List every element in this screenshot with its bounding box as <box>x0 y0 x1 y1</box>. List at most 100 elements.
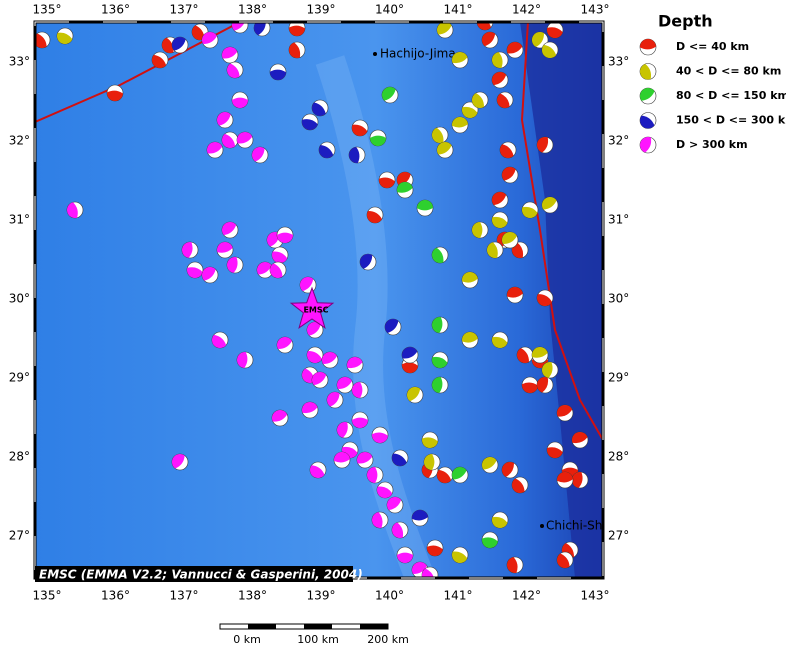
beachball <box>318 141 336 159</box>
ball-quadrant <box>507 41 523 54</box>
beachball <box>231 91 249 109</box>
ball-quadrant <box>640 137 652 153</box>
lat-label: 30° <box>9 292 30 306</box>
ball-quadrant <box>547 27 563 39</box>
beachball <box>431 246 449 264</box>
beachball <box>639 38 657 56</box>
beachball <box>451 116 469 134</box>
ball-quadrant <box>310 465 325 478</box>
ball-quadrant <box>432 317 443 333</box>
beachball <box>396 181 414 199</box>
ball-quadrant <box>462 272 478 283</box>
legend-label: 150 < D <= 300 km <box>676 114 786 127</box>
ball-quadrant <box>452 51 468 64</box>
beachball <box>421 431 439 449</box>
lon-label: 142° <box>512 589 541 603</box>
ball-quadrant <box>187 267 203 278</box>
lat-label: 31° <box>9 213 30 227</box>
ball-quadrant <box>202 32 217 45</box>
ball-quadrant <box>337 377 352 390</box>
beachball <box>423 453 441 471</box>
beachball <box>511 476 529 494</box>
beachball <box>226 256 244 274</box>
beachball <box>451 466 469 484</box>
beachball <box>236 351 254 369</box>
lon-label: 135° <box>33 3 62 17</box>
scale-label: 200 km <box>367 633 409 646</box>
beachball <box>476 22 494 31</box>
ball-quadrant <box>640 88 655 101</box>
beachball <box>506 556 524 574</box>
ball-quadrant <box>67 202 78 218</box>
ball-quadrant <box>522 382 538 393</box>
beachball <box>288 22 306 37</box>
ball-quadrant <box>322 352 337 365</box>
legend-label: 80 < D <= 150 km <box>676 89 786 102</box>
ball-quadrant <box>172 36 186 51</box>
beachball <box>556 551 574 569</box>
beachball <box>271 246 289 264</box>
ball-quadrant <box>432 247 444 263</box>
lon-label: 141° <box>444 3 473 17</box>
ball-quadrant <box>412 562 427 575</box>
ball-quadrant <box>537 377 549 393</box>
beachball <box>181 241 199 259</box>
ball-quadrant <box>432 356 448 368</box>
ball-quadrant <box>507 287 523 298</box>
ball-quadrant <box>422 568 434 578</box>
legend-label: D > 300 km <box>676 138 748 151</box>
ball-quadrant <box>640 39 656 50</box>
ball-quadrant <box>542 362 553 378</box>
beachball <box>491 191 509 209</box>
beachball <box>276 226 294 244</box>
ball-quadrant <box>152 54 167 68</box>
ball-quadrant <box>352 382 363 398</box>
beachball <box>491 51 509 69</box>
ball-quadrant <box>333 451 350 463</box>
ball-quadrant <box>392 453 407 466</box>
beachball <box>471 221 489 239</box>
beachball <box>531 31 549 49</box>
beachball <box>371 511 389 529</box>
beachball <box>271 409 289 427</box>
beachball <box>221 46 239 64</box>
ball-quadrant <box>432 127 444 143</box>
ball-quadrant <box>502 232 517 245</box>
beachball <box>486 241 504 259</box>
beachball <box>421 566 439 578</box>
ball-quadrant <box>367 467 378 483</box>
ball-quadrant <box>492 71 507 86</box>
beachball <box>56 27 74 45</box>
beachball <box>226 61 244 79</box>
beachball <box>321 351 339 369</box>
ball-quadrant <box>270 263 283 278</box>
ball-quadrant <box>537 294 552 306</box>
ball-quadrant <box>232 97 248 108</box>
lon-label: 140° <box>375 589 404 603</box>
lat-label: 28° <box>9 450 30 464</box>
ball-quadrant <box>522 206 538 218</box>
ball-quadrant <box>382 87 396 101</box>
ball-quadrant <box>277 337 292 350</box>
place-label: Hachijo-Jima <box>380 47 456 61</box>
ball-quadrant <box>640 63 652 80</box>
lat-label: 32° <box>9 134 30 148</box>
ball-quadrant <box>266 231 280 247</box>
beachball <box>639 112 657 129</box>
ball-quadrant <box>396 172 411 186</box>
epicenter-star <box>289 286 335 329</box>
beachball <box>436 141 454 159</box>
lon-label: 139° <box>307 589 336 603</box>
beachball <box>571 471 589 489</box>
ball-quadrant <box>202 267 216 281</box>
ball-quadrant <box>532 347 548 358</box>
beachball <box>521 201 539 219</box>
ball-quadrant <box>492 516 508 528</box>
beachball <box>471 91 489 109</box>
beachball <box>206 141 224 159</box>
beachball <box>491 511 509 529</box>
beachball <box>501 166 519 184</box>
lon-label: 142° <box>512 3 541 17</box>
beachball <box>351 411 369 429</box>
ball-quadrant <box>492 216 508 229</box>
